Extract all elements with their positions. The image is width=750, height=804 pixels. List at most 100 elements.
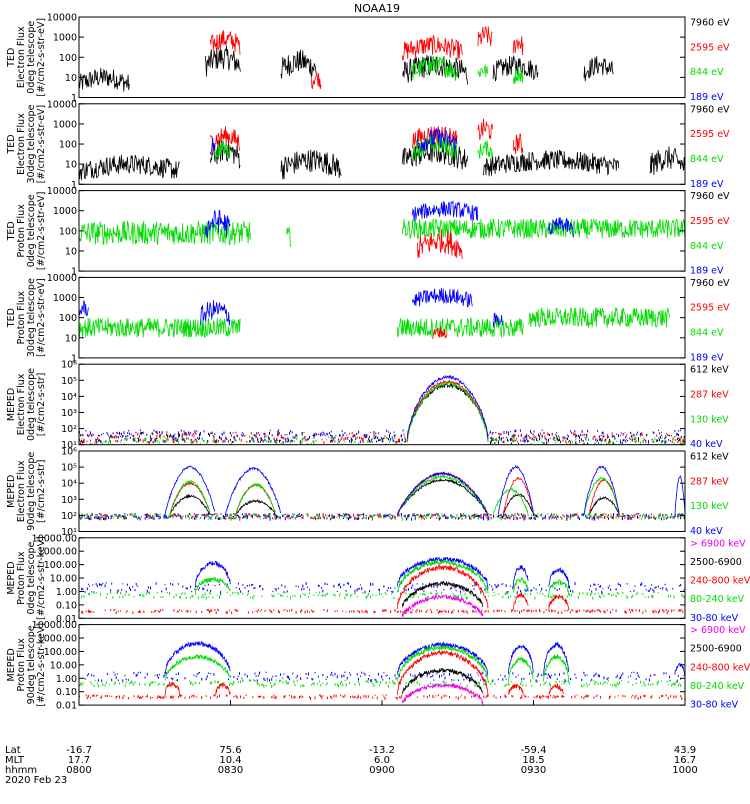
series-844-ev xyxy=(285,227,292,248)
series-80-240-kev xyxy=(507,656,534,683)
series-80-240-kev-bg xyxy=(81,591,685,600)
y-axis-label: TED xyxy=(6,221,17,241)
legend-entry: 189 eV xyxy=(690,266,724,277)
y-axis-label: 30deg telescope xyxy=(26,104,37,183)
series-2595-ev xyxy=(417,229,463,259)
x-row-label-mlt: MLT xyxy=(5,755,25,766)
panel-1: 1 10 100 1000 10000 TED Electron Flux 0deg tele… xyxy=(6,13,730,105)
y-tick-label: 1 xyxy=(71,93,77,104)
y-axis-label: 0deg telescope xyxy=(26,541,37,614)
series-40-kev xyxy=(225,466,281,516)
series-30-80-kev-bg xyxy=(84,671,685,683)
series-612-kev xyxy=(406,383,489,440)
series-7960-ev xyxy=(583,56,614,82)
series-240-800-kev xyxy=(164,680,181,697)
legend-entry: 40 keV xyxy=(690,526,723,537)
y-tick-label: 1.00 xyxy=(56,674,77,685)
series-7960-ev xyxy=(79,154,180,181)
series-30-80-kev-bg xyxy=(81,582,685,595)
x-tick-label-mlt: 18.5 xyxy=(522,755,544,766)
series-844-ev xyxy=(477,64,488,78)
series-7960-ev xyxy=(482,149,620,177)
series-189-ev xyxy=(204,209,231,238)
series-2595-ev xyxy=(209,126,241,152)
legend-entry: 7960 eV xyxy=(690,278,730,289)
series-240-800-kev-bg xyxy=(79,694,683,700)
y-tick-label: 1.00 xyxy=(56,587,77,598)
series-2500-6900 xyxy=(401,580,484,608)
series-7960-ev xyxy=(492,55,539,82)
y-axis-label: Electron Flux xyxy=(16,460,27,522)
x-tick-label-lat: 75.6 xyxy=(219,745,241,756)
series-844-ev xyxy=(79,220,251,246)
x-row-label-hhmm: hhmm xyxy=(5,765,37,776)
series-80-240-kev xyxy=(194,576,231,595)
series-612-kev-bg xyxy=(489,433,684,445)
series-130-kev xyxy=(235,482,276,516)
y-tick-label: 10¹ xyxy=(61,527,77,538)
series-40-kev xyxy=(396,471,489,516)
panel-3-frame xyxy=(78,190,686,272)
series-2595-ev xyxy=(209,29,241,56)
series-189-ev xyxy=(417,128,458,154)
series-189-ev xyxy=(199,300,231,326)
y-tick-label: 10⁶ xyxy=(61,447,77,458)
series-844-ev xyxy=(411,55,458,81)
series-80-240-kev xyxy=(396,558,489,594)
series-189-ev xyxy=(411,288,473,308)
series-7960-ev xyxy=(649,146,685,176)
series-30-80-kev xyxy=(396,641,489,676)
y-axis-label: MEPED xyxy=(6,648,17,681)
y-tick-label: 100 xyxy=(59,226,77,237)
series-844-ev xyxy=(528,306,670,328)
series-40-kev-bg xyxy=(79,513,684,521)
x-tick-label-lat: -16.7 xyxy=(66,745,92,756)
y-axis-label: [#/cm2-s-str] xyxy=(36,460,47,523)
panel-7: 0.01 0.10 1.00 10.00 100.00 1000.00 10000.00 ME… xyxy=(6,533,750,625)
x-row-label-lat: Lat xyxy=(5,745,21,756)
y-axis-label: 0deg telescope xyxy=(26,368,37,441)
series-287-kev-bg xyxy=(489,431,685,445)
y-tick-label: 10⁴ xyxy=(61,392,77,403)
panel-3-series xyxy=(79,200,685,259)
legend-entry: 612 keV xyxy=(690,452,729,463)
x-tick-label-hhmm: 0930 xyxy=(521,765,546,776)
y-axis-label: Proton Flux xyxy=(16,551,27,605)
series-287-kev xyxy=(396,472,489,517)
y-tick-label: 10000 xyxy=(47,273,77,284)
y-tick-label: 0.10 xyxy=(56,600,77,611)
legend-entry: 189 eV xyxy=(690,92,724,103)
series-130-kev xyxy=(406,381,489,443)
x-tick-label-mlt: 16.7 xyxy=(674,755,696,766)
panel-7-frame xyxy=(78,537,686,619)
legend-entry: 7960 eV xyxy=(690,191,730,202)
series--6900-kev xyxy=(401,682,484,706)
y-tick-label: 10 xyxy=(65,160,77,171)
series-189-ev xyxy=(79,300,90,317)
series-844-ev xyxy=(411,134,458,162)
panel-8-yaxis: 0.01 0.10 1.00 10.00 100.00 1000.00 10000.00 xyxy=(32,620,685,712)
legend-entry: 612 keV xyxy=(690,365,729,376)
y-axis-label: 0deg telescope xyxy=(26,194,37,267)
series-30-80-kev xyxy=(512,565,529,588)
legend-entry: 80-240 keV xyxy=(690,681,745,692)
y-axis-label: TED xyxy=(6,48,17,68)
y-tick-label: 10⁴ xyxy=(61,479,77,490)
series-40-kev xyxy=(583,465,620,516)
x-tick-label-hhmm: 1000 xyxy=(672,765,697,776)
series-130-kev-bg xyxy=(80,513,685,521)
series-2595-ev xyxy=(310,72,322,90)
y-tick-label: 10.00 xyxy=(50,574,77,585)
x-tick-label-lat: -13.2 xyxy=(369,745,395,756)
series-40-kev xyxy=(406,374,489,439)
series-40-kev xyxy=(674,475,685,517)
legend-entry: 130 keV xyxy=(690,414,729,425)
y-tick-label: 10² xyxy=(61,424,77,435)
y-tick-label: 1 xyxy=(71,180,77,191)
series-287-kev xyxy=(406,379,489,442)
legend-entry: 2595 eV xyxy=(690,42,730,53)
series-30-80-kev xyxy=(194,560,231,588)
series-130-kev xyxy=(492,487,529,517)
legend-entry: 189 eV xyxy=(690,352,724,363)
series-240-800-kev xyxy=(512,593,529,610)
